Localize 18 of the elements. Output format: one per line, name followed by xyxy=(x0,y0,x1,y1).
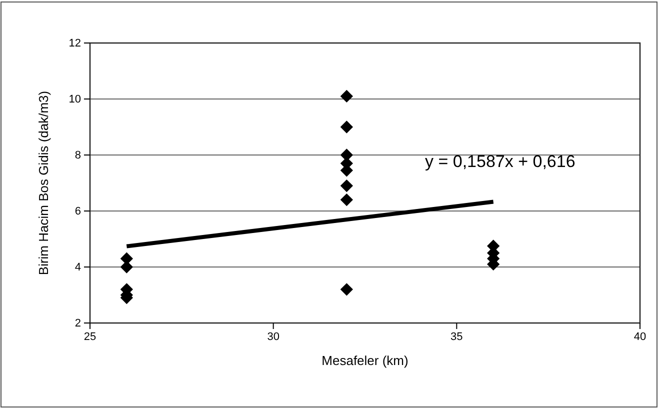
annotation: y = 0,1587x + 0,616 xyxy=(425,152,576,171)
x-tick-label: 25 xyxy=(84,330,96,343)
y-tick-label: 8 xyxy=(74,150,81,162)
x-tick-label: 40 xyxy=(634,330,646,343)
point xyxy=(340,179,353,192)
point xyxy=(340,283,353,296)
y-axis-title: Birim Hacim Bos Gidis (dak/m3) xyxy=(36,90,51,276)
point xyxy=(340,120,353,134)
y-tick-label: 12 xyxy=(68,38,81,50)
point xyxy=(340,90,353,103)
y-tick-label: 4 xyxy=(74,262,81,274)
x-tick-label: 30 xyxy=(267,330,280,343)
y-tick-label: 6 xyxy=(74,206,81,218)
x-tick-label: 35 xyxy=(450,330,463,343)
x-axis-title: Mesafeler (km) xyxy=(322,353,408,368)
point xyxy=(340,193,353,206)
y-tick-label: 10 xyxy=(68,94,81,106)
y-tick-label: 2 xyxy=(74,318,81,330)
